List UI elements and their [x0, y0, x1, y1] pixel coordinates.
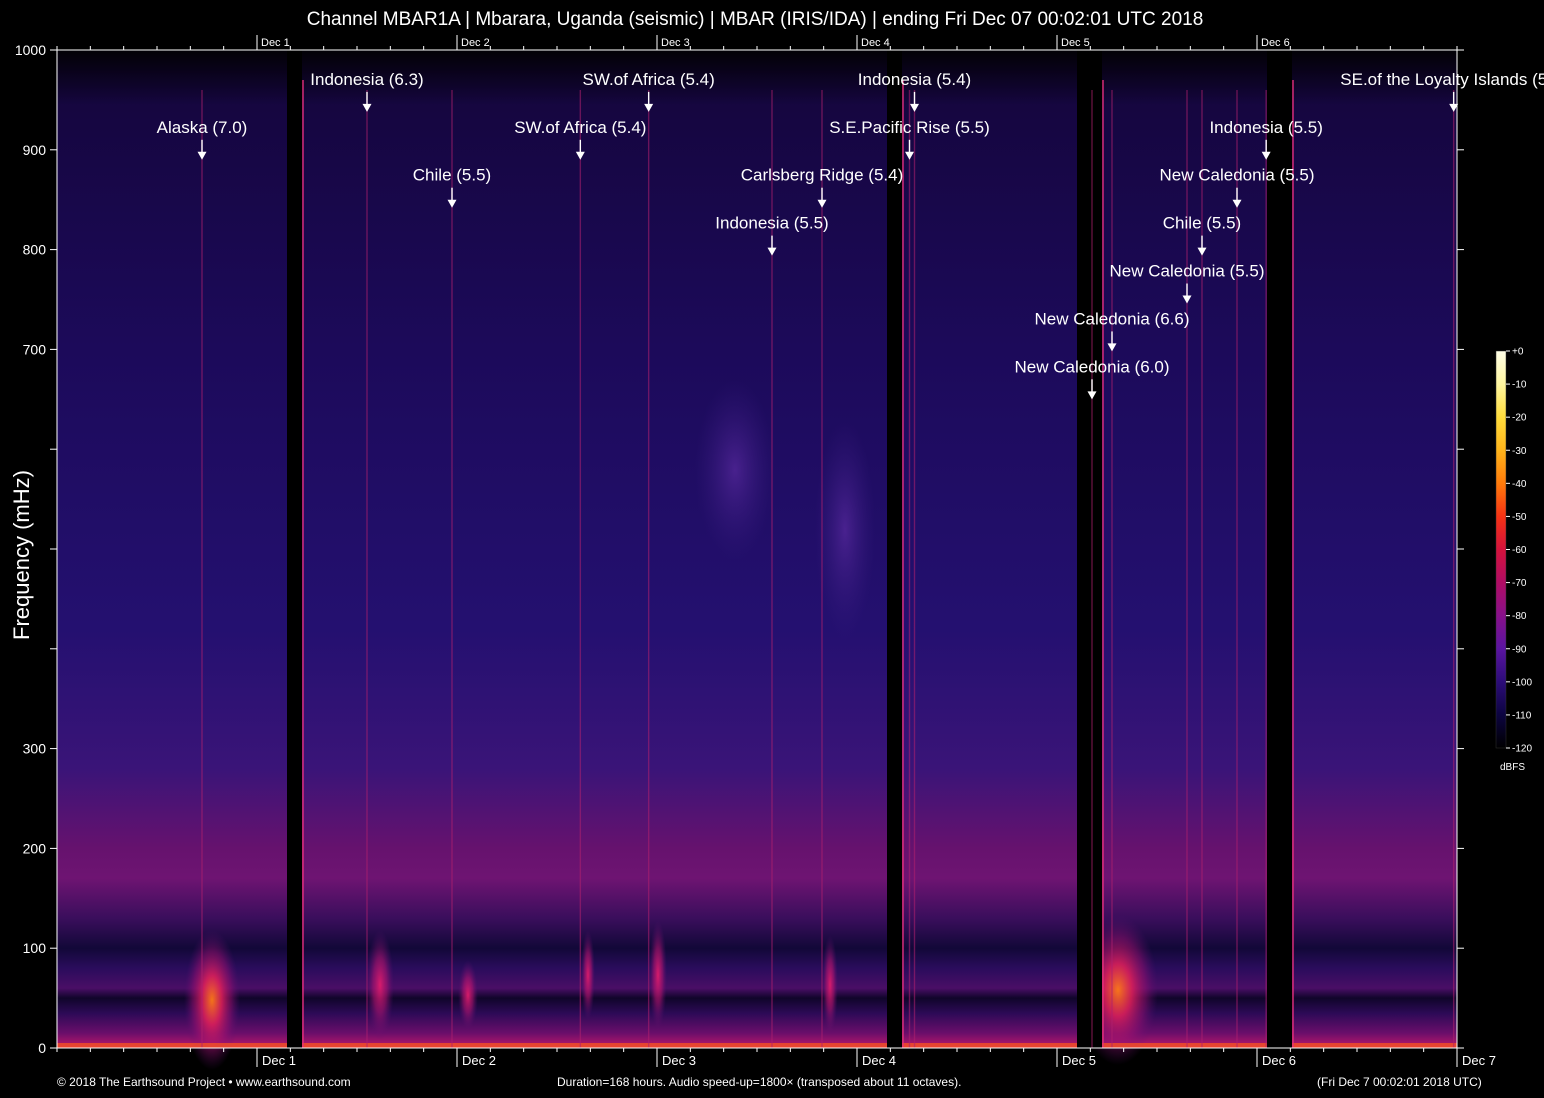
y-tick-label: 1000 — [15, 42, 46, 58]
x-date-label: Dec 7 — [1462, 1053, 1496, 1068]
x-date-label: Dec 5 — [1062, 1053, 1096, 1068]
x-date-label: Dec 2 — [462, 1053, 496, 1068]
data-gap — [287, 50, 302, 1048]
event-arrow-head — [197, 151, 207, 160]
colorbar-tick-label: -100 — [1512, 677, 1532, 688]
event-label: New Caledonia (6.6) — [1035, 309, 1190, 328]
colorbar-tick-label: -120 — [1512, 744, 1532, 755]
x-date-label: Dec 6 — [1262, 1053, 1296, 1068]
event-annotation: Carlsberg Ridge (5.4) — [741, 166, 904, 208]
event-annotation: Alaska (7.0) — [157, 118, 248, 160]
x-date-label-top: Dec 4 — [861, 37, 890, 49]
colorbar-tick-label: -10 — [1512, 380, 1527, 391]
y-tick-label: 700 — [23, 341, 47, 357]
event-label: SW.of Africa (5.4) — [514, 118, 646, 137]
event-label: Indonesia (5.5) — [1209, 118, 1322, 137]
colorbar-tick-label: -80 — [1512, 611, 1527, 622]
footer-timestamp: (Fri Dec 7 00:02:01 2018 UTC) — [1317, 1075, 1482, 1089]
event-annotation: New Caledonia (6.0) — [1015, 357, 1170, 400]
event-arrow-head — [644, 103, 654, 112]
x-date-label: Dec 3 — [662, 1053, 696, 1068]
x-date-label-top: Dec 3 — [661, 37, 690, 49]
colorbar-tick-label: +0 — [1512, 347, 1524, 358]
x-date-label-top: Dec 2 — [461, 37, 490, 49]
data-gap — [887, 50, 902, 1048]
event-arrow-head — [905, 151, 914, 160]
event-arrow-head — [910, 103, 919, 112]
y-tick-label: 200 — [23, 840, 47, 856]
y-tick-label: 900 — [23, 142, 47, 158]
data-gap — [1077, 50, 1102, 1048]
chart-title: Channel MBAR1A | Mbarara, Uganda (seismi… — [306, 9, 1204, 30]
event-annotation: Chile (5.5) — [413, 166, 491, 208]
event-label: Alaska (7.0) — [157, 118, 248, 137]
x-date-label-top: Dec 5 — [1061, 37, 1090, 49]
event-label: New Caledonia (5.5) — [1160, 166, 1315, 185]
spectrogram-background — [57, 50, 1457, 1070]
event-arrow-head — [575, 151, 585, 160]
data-gap — [1267, 50, 1292, 1048]
colorbar-tick-label: -110 — [1512, 710, 1532, 721]
event-annotation: SE.of the Loyalty Islands (5.9) — [1340, 70, 1544, 112]
y-tick-label: 0 — [38, 1040, 46, 1056]
colorbar-tick-label: -20 — [1512, 413, 1527, 424]
event-label: Chile (5.5) — [413, 166, 491, 185]
y-tick-label: 100 — [23, 940, 47, 956]
event-annotation: New Caledonia (6.6) — [1035, 309, 1190, 352]
x-date-label: Dec 1 — [262, 1053, 296, 1068]
colorbar-tick-label: -50 — [1512, 512, 1527, 523]
event-annotation: Indonesia (6.3) — [310, 70, 424, 112]
event-label: Chile (5.5) — [1163, 214, 1241, 233]
event-arrow-head — [1232, 199, 1242, 208]
event-annotation: Indonesia (5.5) — [1209, 118, 1323, 160]
y-tick-label: 300 — [23, 741, 47, 757]
event-label: SW.of Africa (5.4) — [583, 70, 715, 89]
event-label: Indonesia (5.4) — [858, 70, 971, 89]
y-tick-label: 800 — [23, 242, 47, 258]
event-annotation: SW.of Africa (5.4) — [583, 70, 715, 112]
footer-copyright: © 2018 The Earthsound Project • www.eart… — [57, 1075, 351, 1089]
event-arrow-head — [447, 199, 457, 208]
colorbar-tick-label: -90 — [1512, 644, 1527, 655]
event-label: Indonesia (6.3) — [310, 70, 423, 89]
event-label: New Caledonia (5.5) — [1110, 262, 1265, 281]
event-arrow-head — [817, 199, 827, 208]
event-annotation: Indonesia (5.4) — [858, 70, 971, 112]
x-date-label-top: Dec 6 — [1261, 37, 1290, 49]
colorbar-unit: dBFS — [1500, 762, 1526, 773]
event-label: New Caledonia (6.0) — [1015, 357, 1170, 376]
event-arrow-head — [1261, 151, 1271, 160]
event-label: S.E.Pacific Rise (5.5) — [829, 118, 990, 137]
event-annotation: SW.of Africa (5.4) — [514, 118, 646, 160]
colorbar-tick-label: -30 — [1512, 446, 1527, 457]
event-annotation: Indonesia (5.5) — [715, 214, 829, 256]
colorbar — [1495, 350, 1507, 749]
colorbar-tick-label: -70 — [1512, 578, 1527, 589]
event-label: Carlsberg Ridge (5.4) — [741, 166, 904, 185]
event-arrow-head — [767, 247, 777, 256]
event-annotation: New Caledonia (5.5) — [1160, 166, 1315, 208]
event-label: SE.of the Loyalty Islands (5.9) — [1340, 70, 1544, 89]
event-annotation: Chile (5.5) — [1163, 214, 1241, 256]
colorbar-tick-label: -40 — [1512, 479, 1527, 490]
event-arrow-head — [1449, 103, 1459, 112]
event-arrow-head — [1182, 295, 1192, 304]
event-arrow-head — [1197, 247, 1207, 256]
event-label: Indonesia (5.5) — [715, 214, 828, 233]
footer-duration: Duration=168 hours. Audio speed-up=1800×… — [557, 1075, 962, 1089]
event-arrow-head — [1107, 343, 1117, 352]
x-date-label-top: Dec 1 — [261, 37, 290, 49]
event-arrow-head — [362, 103, 372, 112]
event-annotation: New Caledonia (5.5) — [1110, 262, 1265, 304]
event-arrow-head — [1087, 391, 1097, 400]
event-annotation: S.E.Pacific Rise (5.5) — [829, 118, 990, 160]
colorbar-tick-label: -60 — [1512, 545, 1527, 556]
x-date-label: Dec 4 — [862, 1053, 896, 1068]
